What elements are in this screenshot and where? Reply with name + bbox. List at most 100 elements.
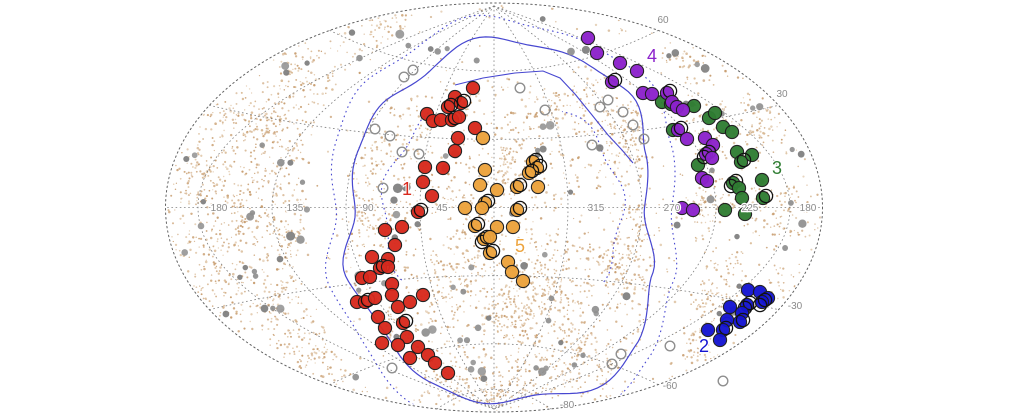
cluster-2-point <box>712 332 728 348</box>
open-galaxy-ring <box>606 358 618 370</box>
cluster-1 <box>349 80 483 381</box>
cluster-1-point <box>447 143 463 159</box>
overlap-ring <box>456 93 472 109</box>
open-galaxy-ring <box>413 148 425 160</box>
cluster-4-point <box>675 102 691 118</box>
cluster-1-point <box>427 355 443 371</box>
open-galaxy-ring <box>638 133 650 145</box>
cluster-5-point <box>457 200 473 216</box>
cluster-2-point <box>700 322 716 338</box>
cluster-1-point <box>362 269 378 285</box>
cluster-4-point <box>589 45 605 61</box>
cluster-1-point <box>467 120 483 136</box>
open-galaxy-ring <box>627 119 639 131</box>
cluster-4-point <box>679 131 695 147</box>
cluster-1-point <box>390 337 406 353</box>
cluster-1-label: 1 <box>402 179 412 199</box>
open-galaxy-ring <box>398 71 410 83</box>
cluster-2-point <box>740 282 756 298</box>
open-galaxy-ring <box>384 130 396 142</box>
latitude-tick-label: 60 <box>657 15 669 26</box>
cluster-1-point <box>424 188 440 204</box>
cluster-3-point <box>734 190 750 206</box>
meridian-line <box>493 5 643 410</box>
overlap-ring <box>532 158 548 174</box>
cluster-5-point <box>504 264 520 280</box>
cluster-1-point <box>384 287 400 303</box>
cluster-3 <box>654 94 774 222</box>
overlap-ring <box>718 320 734 336</box>
overlap-ring <box>413 202 429 218</box>
open-galaxy-ring <box>369 123 381 135</box>
open-galaxy-ring <box>617 106 629 118</box>
open-galaxy-ring <box>586 139 598 151</box>
open-galaxy-ring <box>377 182 389 194</box>
overlap-ring <box>673 120 689 136</box>
cluster-1-point <box>367 290 383 306</box>
cluster-4-label: 4 <box>647 46 657 66</box>
cluster-3-point <box>707 105 723 121</box>
cluster-5-label: 5 <box>515 236 525 256</box>
cluster-1-point <box>415 287 431 303</box>
avoidance-contour-dotted-inner <box>561 110 626 283</box>
open-galaxy-ring <box>717 375 729 387</box>
overlap-ring <box>398 313 414 329</box>
overlap-ring <box>485 243 501 259</box>
parallel-line <box>329 343 659 385</box>
cluster-1-point <box>370 309 386 325</box>
cluster-1-point <box>380 259 396 275</box>
meridian-line <box>493 5 569 410</box>
overlap-ring <box>470 216 486 232</box>
equator-tick-label: 315 <box>588 203 605 214</box>
cluster-5-point <box>477 162 493 178</box>
meridian-line <box>197 5 495 410</box>
cluster-3-label: 3 <box>772 158 782 178</box>
parallel-line <box>329 30 659 72</box>
latitude-tick-label: -60 <box>663 381 678 392</box>
overlap-ring <box>736 152 752 168</box>
cluster-1-point <box>410 339 426 355</box>
open-galaxy-ring <box>407 64 419 76</box>
equator-tick-label: 180 <box>800 203 817 214</box>
open-circle-galaxies <box>369 64 733 387</box>
cluster-1-point <box>417 159 433 175</box>
cluster-4-point <box>580 30 596 46</box>
latitude-tick-label: -30 <box>788 301 803 312</box>
cluster-1-point <box>374 335 390 351</box>
cluster-5-point <box>505 219 521 235</box>
latitude-tick-label: -80 <box>560 400 575 411</box>
cluster-points: 1 2 3 4 5 <box>349 30 783 381</box>
open-galaxy-ring <box>514 82 526 94</box>
cluster-5-point <box>530 179 546 195</box>
cluster-4-point <box>644 86 660 102</box>
cluster-3-point <box>717 202 733 218</box>
cluster-1-point <box>435 160 451 176</box>
cluster-5 <box>457 130 548 289</box>
cluster-3-point <box>744 147 760 163</box>
cluster-1-point <box>394 219 410 235</box>
overlap-ring <box>752 297 768 313</box>
cluster-1-point <box>465 80 481 96</box>
cluster-4 <box>580 30 721 218</box>
cluster-3-point <box>737 206 753 222</box>
cluster-2-label: 2 <box>699 336 709 356</box>
equator-tick-label: 180 <box>211 203 228 214</box>
cluster-1-point <box>377 222 393 238</box>
overlap-ring <box>735 312 751 328</box>
avoidance-contour-inner-top <box>454 70 634 164</box>
cluster-4-point <box>629 63 645 79</box>
cluster-1-point <box>450 130 466 146</box>
field-galaxy-dots <box>167 4 821 411</box>
overlap-ring <box>512 177 528 193</box>
open-galaxy-ring <box>594 101 606 113</box>
cluster-2-point <box>722 299 738 315</box>
meridian-line <box>271 5 495 410</box>
cluster-3-point <box>754 172 770 188</box>
overlap-ring <box>512 200 528 216</box>
cluster-5-point <box>482 229 498 245</box>
cluster-1-point <box>451 109 467 125</box>
cluster-5-point <box>515 273 531 289</box>
equator-tick-label: 90 <box>362 203 374 214</box>
